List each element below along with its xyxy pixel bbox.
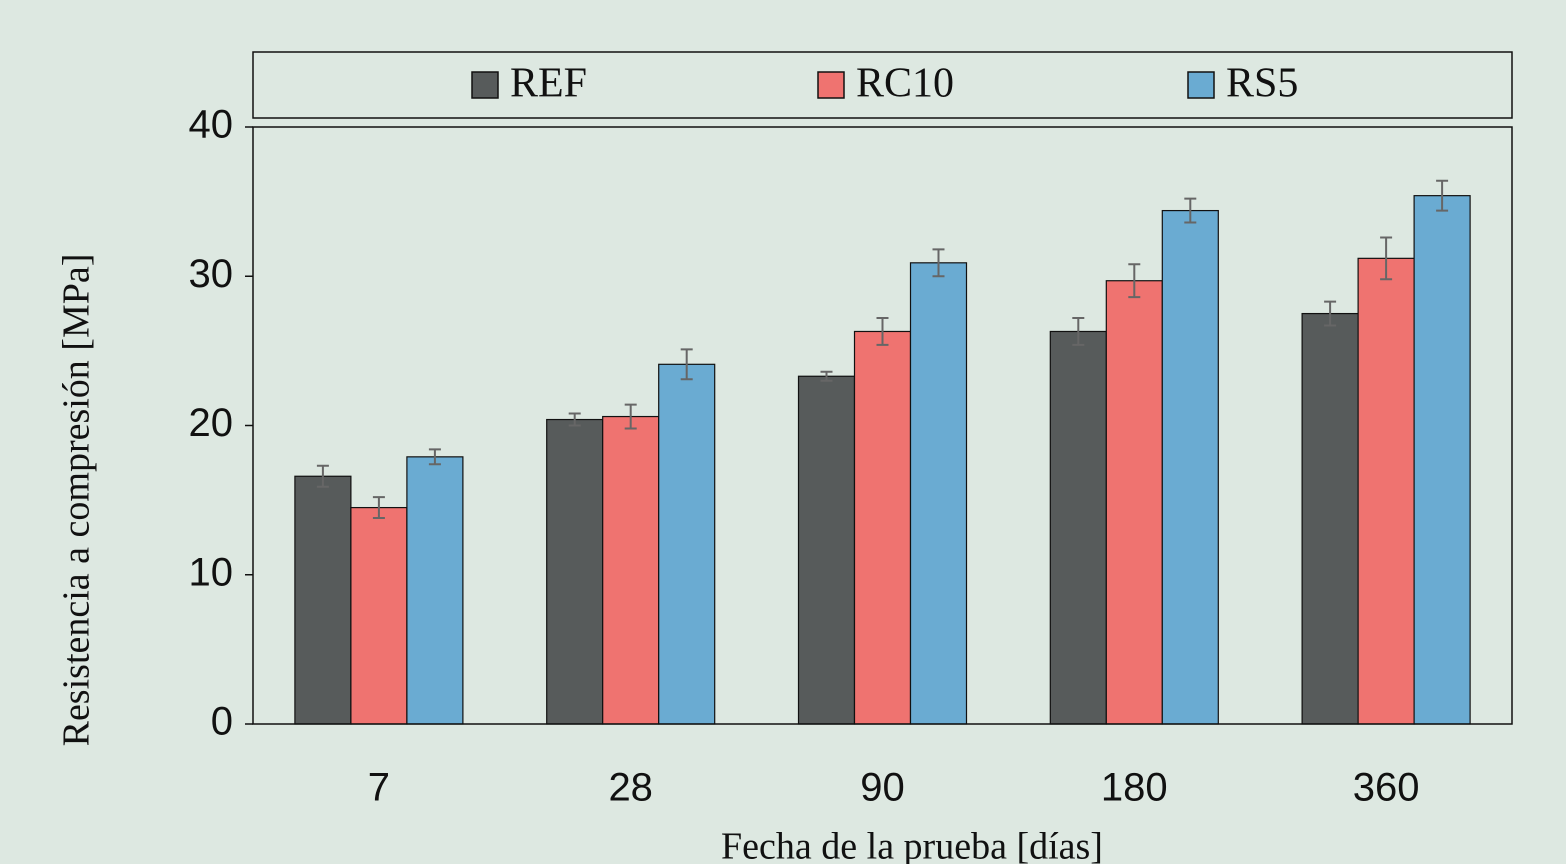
bar	[797, 375, 856, 725]
bar	[909, 262, 968, 725]
error-bar	[1072, 317, 1085, 346]
x-tick-label: 7	[368, 766, 390, 810]
legend-swatch	[471, 71, 499, 99]
error-bar	[316, 464, 329, 488]
legend-swatch	[1187, 71, 1215, 99]
x-tick-label: 28	[608, 766, 653, 810]
error-bar	[568, 412, 581, 427]
x-tick-label: 180	[1101, 766, 1168, 810]
bar	[1105, 280, 1163, 725]
y-tick-label: 30	[189, 252, 234, 296]
error-bar	[1128, 263, 1141, 299]
bar	[658, 363, 716, 725]
bar	[1413, 195, 1471, 725]
bar	[294, 475, 352, 725]
legend-swatch	[817, 71, 845, 99]
x-tick-label: 90	[860, 766, 905, 810]
y-tick-label: 10	[189, 550, 234, 594]
bar	[853, 330, 912, 725]
bar	[406, 456, 464, 725]
y-tick-label: 20	[189, 401, 234, 445]
error-bar	[624, 403, 637, 430]
legend-label: REF	[510, 61, 587, 107]
y-axis-label: Resistencia a compresión [MPa]	[56, 254, 98, 747]
bar	[602, 415, 660, 725]
legend-box	[252, 51, 1513, 119]
legend-label: RS5	[1226, 61, 1298, 107]
bar	[350, 506, 408, 725]
bar	[1357, 257, 1415, 725]
error-bar	[1436, 179, 1449, 212]
bar	[1049, 330, 1107, 725]
bar	[546, 418, 604, 725]
error-bar	[932, 248, 945, 278]
bar	[1161, 209, 1219, 725]
legend-label: RC10	[856, 61, 954, 107]
y-tick-label: 0	[211, 700, 233, 744]
error-bar	[1324, 300, 1337, 327]
error-bar	[680, 348, 693, 381]
bar	[1301, 312, 1359, 725]
error-bar	[876, 317, 889, 346]
error-bar	[428, 448, 441, 466]
error-bar	[1184, 197, 1197, 224]
x-axis-label: Fecha de la prueba [días]	[721, 826, 1103, 864]
error-bar	[1380, 236, 1393, 281]
x-tick-label: 360	[1353, 766, 1420, 810]
error-bar	[820, 370, 833, 382]
error-bar	[372, 496, 385, 520]
plot-frame	[252, 126, 1513, 725]
y-tick-label: 40	[189, 103, 234, 147]
